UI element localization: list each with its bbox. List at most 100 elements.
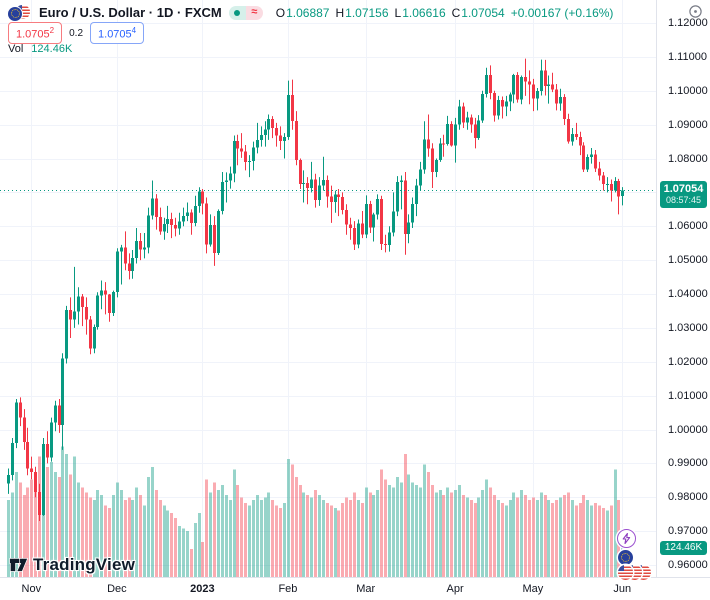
candle-body bbox=[392, 211, 395, 233]
candle-body bbox=[610, 184, 613, 191]
volume-bar bbox=[520, 489, 523, 577]
volume-bar bbox=[299, 484, 302, 577]
volume-bar bbox=[205, 479, 208, 577]
candle-body bbox=[306, 183, 309, 188]
candle-body bbox=[470, 117, 473, 125]
volume-bar bbox=[392, 487, 395, 577]
volume-bar bbox=[485, 479, 488, 577]
candle-body bbox=[205, 203, 208, 245]
volume-bar bbox=[376, 489, 379, 577]
volume-bar bbox=[275, 505, 278, 577]
volume-bar bbox=[26, 487, 29, 577]
candle-body bbox=[318, 185, 321, 200]
volume-bar bbox=[236, 484, 239, 577]
volume-bar bbox=[501, 502, 504, 577]
volume-bar bbox=[310, 497, 313, 577]
time-tick-label: Nov bbox=[21, 583, 42, 595]
candle-body bbox=[147, 215, 150, 248]
volume-bar bbox=[229, 500, 232, 577]
volume-bar bbox=[73, 456, 76, 577]
volume-bar bbox=[81, 487, 84, 577]
volume-bar bbox=[606, 510, 609, 577]
volume-bar bbox=[372, 495, 375, 577]
volume-bar bbox=[407, 474, 410, 577]
candle-body bbox=[516, 75, 519, 100]
volume-bar bbox=[590, 505, 593, 577]
candle-body bbox=[489, 75, 492, 93]
candle-body bbox=[396, 182, 399, 212]
candle-body bbox=[229, 173, 232, 181]
candle-body bbox=[23, 417, 26, 443]
volume-bar bbox=[178, 525, 181, 577]
time-tick-label: Mar bbox=[356, 583, 376, 595]
volume-bar bbox=[260, 500, 263, 577]
candle-body bbox=[407, 222, 410, 235]
candle-body bbox=[415, 185, 418, 205]
price-axis[interactable]: 1.07054 08:57:45 124.46K 1.12000 1.11000 1… bbox=[656, 0, 710, 577]
volume-bar bbox=[446, 487, 449, 577]
bar-countdown: 08:57:45 bbox=[665, 195, 702, 205]
volume-bar bbox=[46, 466, 49, 577]
volume-bar bbox=[77, 482, 80, 577]
volume-bar bbox=[555, 500, 558, 577]
price-tick-label: 1.04000 bbox=[668, 288, 708, 300]
price-tick-label: 1.01000 bbox=[668, 389, 708, 402]
volume-bar bbox=[400, 482, 403, 577]
volume-bar bbox=[54, 472, 57, 577]
volume-bar bbox=[532, 497, 535, 577]
candle-body bbox=[602, 175, 605, 185]
volume-bar bbox=[108, 507, 111, 577]
time-tick-label: Jun bbox=[613, 583, 632, 595]
volume-bar bbox=[163, 505, 166, 577]
volume-bar bbox=[462, 495, 465, 577]
time-axis[interactable]: Nov Dec 2023 Feb Mar Apr May Jun bbox=[0, 577, 710, 600]
candle-body bbox=[567, 119, 570, 142]
candle-body bbox=[93, 326, 96, 349]
candle-body bbox=[310, 179, 313, 188]
us-event-flag-icon-1[interactable] bbox=[618, 565, 633, 580]
tradingview-logo-icon bbox=[9, 558, 29, 572]
eu-event-flag-icon[interactable] bbox=[618, 550, 633, 565]
delayed-data-icon: ≈ bbox=[245, 5, 263, 20]
candle-body bbox=[96, 295, 99, 327]
volume-bar bbox=[345, 497, 348, 577]
candle-body bbox=[497, 99, 500, 116]
time-tick-label: Dec bbox=[107, 583, 127, 595]
price-tick-label: 1.09000 bbox=[668, 118, 708, 131]
candle-body bbox=[341, 197, 344, 210]
watermark-text: TradingView bbox=[33, 554, 136, 574]
volume-bar bbox=[454, 489, 457, 577]
candle-body bbox=[151, 198, 154, 216]
candle-body bbox=[174, 224, 177, 229]
lightning-event-icon[interactable] bbox=[617, 529, 636, 548]
candle-body bbox=[69, 309, 72, 320]
tradingview-watermark[interactable]: TradingView bbox=[8, 554, 135, 575]
candle-body bbox=[617, 180, 620, 197]
candle-body bbox=[485, 75, 488, 95]
price-tick-label: 0.96000 bbox=[668, 559, 708, 571]
candle-body bbox=[423, 139, 426, 170]
candle-body bbox=[178, 221, 181, 229]
volume-bar bbox=[30, 479, 33, 577]
volume-axis-badge: 124.46K bbox=[660, 541, 707, 555]
volume-bar bbox=[240, 497, 243, 577]
volume-bar bbox=[431, 484, 434, 577]
axis-settings-gear-icon[interactable] bbox=[688, 4, 703, 19]
candle-body bbox=[256, 139, 259, 148]
candle-body bbox=[163, 224, 166, 232]
volume-bar bbox=[575, 505, 578, 577]
price-tick-label: 1.03000 bbox=[668, 321, 708, 334]
candle-body bbox=[198, 191, 201, 206]
candle-body bbox=[458, 106, 461, 125]
candle-body bbox=[330, 196, 333, 202]
sell-bid-button[interactable]: 1.07052 bbox=[8, 21, 63, 45]
candle-body bbox=[582, 145, 585, 170]
market-status-pill[interactable]: ≈ bbox=[228, 5, 263, 20]
candle-body bbox=[357, 223, 360, 245]
candle-body bbox=[439, 143, 442, 160]
candle-body bbox=[299, 160, 302, 184]
buy-ask-button[interactable]: 1.07054 bbox=[90, 21, 145, 45]
candle-body bbox=[112, 291, 115, 313]
symbol-title[interactable]: Euro / U.S. Dollar · 1D · FXCM bbox=[39, 5, 222, 20]
